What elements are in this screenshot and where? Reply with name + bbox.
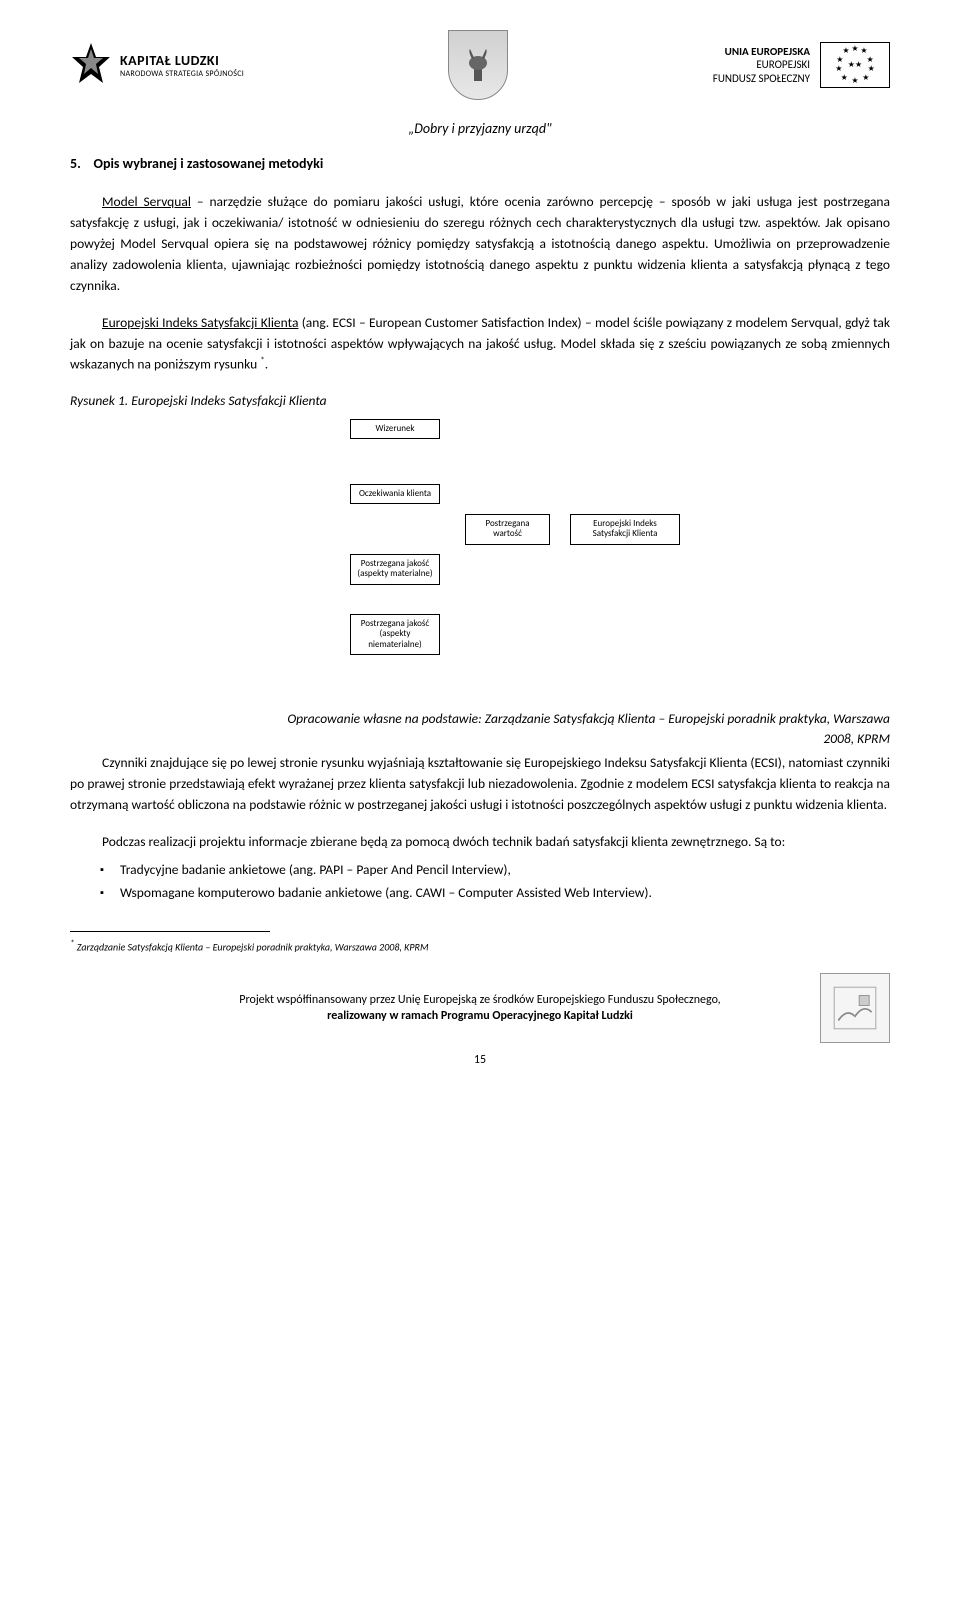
eu-line3: FUNDUSZ SPOŁECZNY	[713, 72, 810, 85]
footer-line2: realizowany w ramach Programu Operacyjne…	[327, 1009, 633, 1023]
footnote: * Zarządzanie Satysfakcją Klienta – Euro…	[70, 938, 890, 953]
para4-body: Podczas realizacji projektu informacje z…	[102, 833, 785, 850]
kl-star-icon	[70, 41, 112, 89]
logo-eu: UNIA EUROPEJSKA EUROPEJSKI FUNDUSZ SPOŁE…	[713, 42, 890, 88]
paragraph-3: Czynniki znajdujące się po lewej stronie…	[70, 753, 890, 816]
para2-lead: Europejski Indeks Satysfakcji Klienta	[102, 314, 298, 331]
section-number: 5.	[70, 155, 81, 172]
kl-title: KAPITAŁ LUDZKI	[120, 52, 244, 69]
paragraph-2: Europejski Indeks Satysfakcji Klienta (a…	[70, 313, 890, 376]
diagram-box-wartosc: Postrzegana wartość	[465, 514, 550, 545]
document-motto: „Dobry i przyjazny urząd"	[70, 120, 890, 137]
page-number: 15	[70, 1053, 890, 1067]
logo-kapital-ludzki: KAPITAŁ LUDZKI NARODOWA STRATEGIA SPÓJNO…	[70, 41, 244, 89]
eu-title: UNIA EUROPEJSKA	[713, 45, 810, 58]
method-item-2: Wspomagane komputerowo badanie ankietowe…	[100, 884, 890, 901]
header-logos: KAPITAŁ LUDZKI NARODOWA STRATEGIA SPÓJNO…	[70, 30, 890, 100]
page-footer: Projekt współfinansowany przez Unię Euro…	[70, 973, 890, 1067]
diagram-box-jakosc-mat: Postrzegana jakość (aspekty materialne)	[350, 554, 440, 585]
footnote-separator	[70, 931, 270, 932]
paragraph-1: Model Servqual – narzędzie służące do po…	[70, 192, 890, 297]
diagram-box-jakosc-niemat: Postrzegana jakość (aspekty niematerialn…	[350, 614, 440, 655]
diagram-box-oczekiwania: Oczekiwania klienta	[350, 484, 440, 504]
para1-lead: Model Servqual	[102, 193, 191, 210]
kl-subtitle: NARODOWA STRATEGIA SPÓJNOŚCI	[120, 69, 244, 79]
source-line1: Opracowanie własne na podstawie: Zarządz…	[287, 710, 890, 727]
diagram-box-ecsi: Europejski Indeks Satysfakcji Klienta	[570, 514, 680, 545]
eu-flag-icon: ★ ★ ★ ★ ★ ★ ★ ★ ★ ★ ★ ★	[820, 42, 890, 88]
section-heading: 5. Opis wybranej i zastosowanej metodyki	[70, 155, 890, 172]
coat-of-arms-icon	[448, 30, 508, 100]
paragraph-4: Podczas realizacji projektu informacje z…	[70, 832, 890, 853]
methods-list: Tradycyjne badanie ankietowe (ang. PAPI …	[70, 861, 890, 901]
footer-logo-icon	[820, 973, 890, 1043]
eu-line2: EUROPEJSKI	[713, 58, 810, 71]
source-note: Opracowanie własne na podstawie: Zarządz…	[70, 709, 890, 750]
footer-line1: Projekt współfinansowany przez Unię Euro…	[239, 993, 720, 1007]
section-title-text: Opis wybranej i zastosowanej metodyki	[94, 155, 324, 172]
figure-caption: Rysunek 1. Europejski Indeks Satysfakcji…	[70, 392, 890, 409]
diagram-box-wizerunek: Wizerunek	[350, 419, 440, 439]
para3-body: Czynniki znajdujące się po lewej stronie…	[70, 754, 890, 813]
source-line2: 2008, KPRM	[823, 730, 890, 747]
para1-body: – narzędzie służące do pomiaru jakości u…	[70, 193, 890, 294]
footnote-text: Zarządzanie Satysfakcją Klienta – Europe…	[74, 940, 428, 953]
method-item-1: Tradycyjne badanie ankietowe (ang. PAPI …	[100, 861, 890, 878]
ecsi-diagram: Wizerunek Oczekiwania klienta Postrzegan…	[270, 419, 690, 689]
